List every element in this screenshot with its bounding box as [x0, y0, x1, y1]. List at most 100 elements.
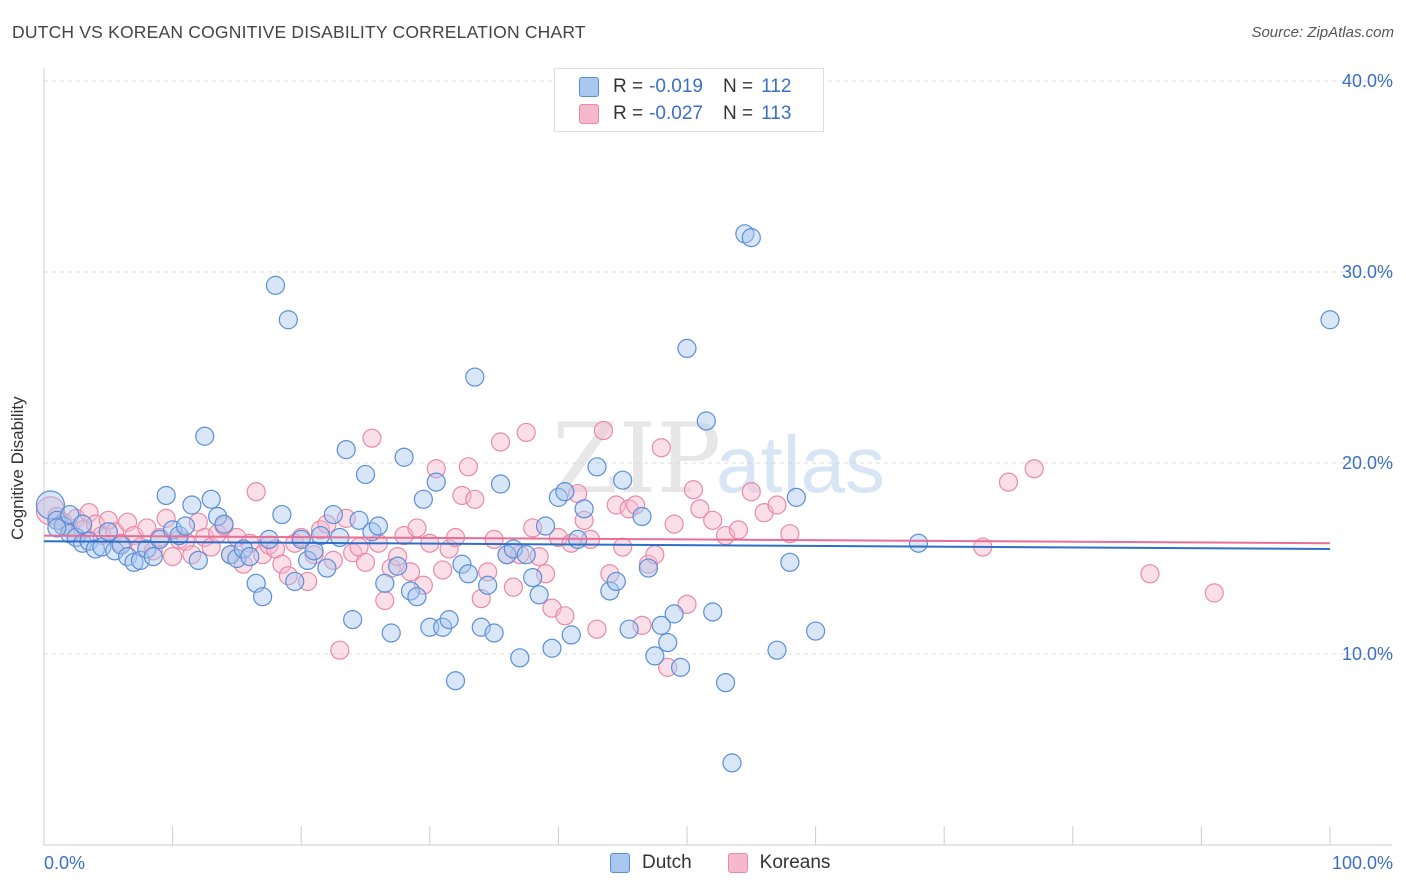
- dutch-point: [175, 516, 196, 536]
- legend-item-koreans[interactable]: Koreans: [727, 852, 831, 874]
- korean-point: [1024, 459, 1044, 479]
- dutch-point: [368, 516, 388, 536]
- dutch-point: [343, 610, 363, 630]
- dutch-point: [767, 640, 787, 660]
- korean-point: [458, 457, 478, 477]
- legend-row-dutch: R = -0.019 N = 112: [579, 75, 791, 99]
- dutch-point: [201, 489, 221, 509]
- dutch-point: [1320, 310, 1340, 330]
- korean-point: [625, 495, 646, 515]
- y-tick-label: 20.0%: [1342, 453, 1393, 473]
- trend-lines: [43, 534, 1331, 550]
- x-tick-label: 0.0%: [44, 853, 85, 873]
- korean-point: [163, 546, 183, 567]
- korean-point: [272, 554, 292, 574]
- dutch-point: [375, 573, 395, 593]
- dutch-point: [47, 518, 67, 538]
- dutch-point: [908, 533, 929, 553]
- dutch-point: [413, 489, 433, 509]
- legend-n-label: N =: [722, 76, 754, 97]
- korean-point: [741, 482, 761, 502]
- korean-point: [677, 594, 697, 614]
- korean-point: [780, 524, 800, 544]
- korean-point: [555, 606, 575, 626]
- y-tick-label: 10.0%: [1342, 644, 1393, 664]
- korean-point: [465, 489, 485, 509]
- dutch-point: [677, 338, 697, 358]
- y-tick-label: 40.0%: [1342, 71, 1393, 91]
- dutch-point: [182, 495, 202, 515]
- korean-point: [600, 564, 620, 584]
- dutch-point: [407, 587, 427, 607]
- dutch-point: [490, 474, 511, 494]
- korean-point: [362, 428, 382, 448]
- dutch-point: [60, 504, 80, 525]
- dutch-point: [600, 581, 620, 601]
- dutch-point: [156, 485, 176, 506]
- korean-point: [323, 550, 343, 571]
- series-legend: Dutch Koreans: [610, 852, 866, 874]
- grid-lines: [44, 80, 1392, 655]
- korean-point: [703, 510, 723, 530]
- dutch-point: [651, 615, 671, 635]
- dutch-point: [696, 411, 716, 431]
- dutch-point: [285, 571, 305, 592]
- korean-point: [407, 518, 427, 538]
- dutch-point: [381, 623, 401, 643]
- korean-trend-line: [43, 534, 1331, 545]
- legend-r-value: -0.019: [649, 76, 703, 97]
- dutch-point: [233, 539, 253, 559]
- dutch-point: [523, 567, 543, 588]
- legend-r-label: R =: [613, 76, 644, 97]
- legend-item-dutch[interactable]: Dutch: [610, 852, 692, 874]
- dutch-point: [658, 632, 678, 653]
- correlation-legend: R = -0.019 N = 112 R = -0.027 N = 113: [554, 68, 824, 132]
- dutch-point: [561, 625, 581, 645]
- dutch-point: [555, 482, 575, 502]
- dutch-point: [394, 447, 414, 467]
- dutch-point: [278, 310, 298, 330]
- dutch-point: [188, 550, 208, 571]
- dutch-point: [72, 514, 93, 534]
- korean-point: [593, 420, 614, 441]
- source-label: Source: ZipAtlas.com: [1251, 24, 1394, 41]
- dutch-point: [542, 638, 562, 658]
- legend-label-koreans: Koreans: [759, 852, 831, 873]
- korean-point: [613, 537, 633, 557]
- dutch-point: [240, 546, 260, 567]
- dutch-point: [150, 529, 170, 550]
- dutch-point: [317, 558, 337, 578]
- dutch-point: [433, 617, 453, 637]
- dutch-point: [645, 646, 665, 666]
- dutch-point: [445, 671, 466, 691]
- dutch-point: [452, 554, 472, 574]
- dutch-point: [458, 564, 478, 584]
- korean-point: [355, 552, 376, 572]
- dutch-point: [664, 604, 684, 624]
- dutch-point: [439, 610, 459, 630]
- korean-point: [606, 495, 626, 515]
- dutch-point: [670, 657, 691, 677]
- dutch-point: [465, 367, 485, 387]
- dutch-trend-line: [43, 540, 1331, 550]
- korean-point: [998, 472, 1019, 492]
- dutch-point: [715, 673, 736, 693]
- dutch-point: [349, 510, 369, 530]
- korean-point: [98, 510, 118, 530]
- korean-point: [317, 514, 337, 534]
- korean-point: [433, 560, 453, 580]
- dutch-points: [35, 224, 1340, 773]
- korean-point: [79, 503, 99, 523]
- dutch-point: [336, 440, 356, 460]
- korean-point: [156, 508, 176, 528]
- dutch-point: [310, 525, 331, 546]
- dutch-point: [130, 550, 151, 571]
- y-axis-label: Cognitive Disability: [8, 396, 27, 540]
- dutch-point: [298, 550, 318, 571]
- legend-n-value: 112: [761, 76, 792, 97]
- dutch-point: [780, 552, 800, 572]
- korean-swatch: [727, 853, 748, 873]
- korean-point: [490, 432, 511, 452]
- korean-point: [574, 510, 594, 530]
